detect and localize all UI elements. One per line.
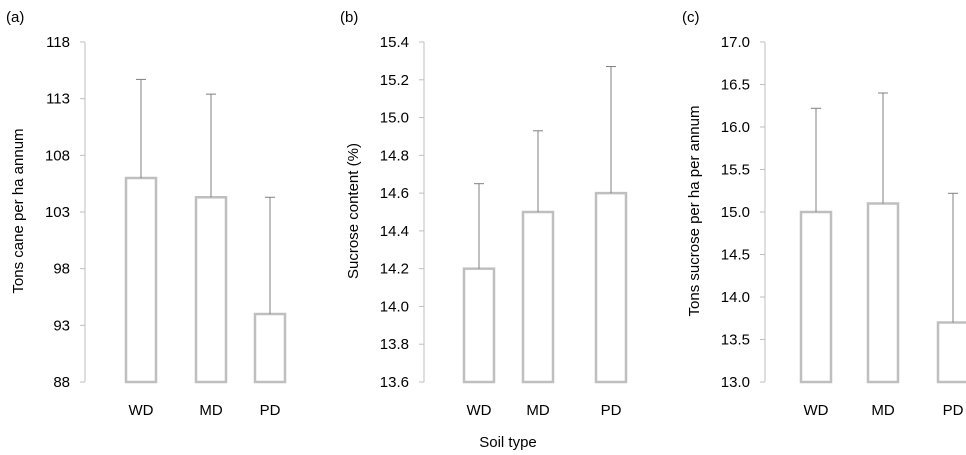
category-label: WD: [804, 402, 829, 419]
y-axis-c: 17.0 16.5 16.0 15.5 15.0 14.5 14.0 13.5 13.0: [721, 34, 766, 391]
y-tick-label: 118: [46, 34, 70, 51]
y-axis-label-c: Tons sucrose per ha per annum: [686, 106, 703, 317]
category-label: WD: [129, 402, 154, 419]
y-tick-label: 15.5: [721, 162, 750, 179]
y-axis-label-a: Tons cane per ha annum: [10, 128, 27, 293]
panel-label-c: (c): [682, 9, 700, 26]
bar: [866, 202, 900, 384]
category-label: WD: [467, 402, 492, 419]
y-tick-label: 13.8: [380, 336, 409, 353]
category-label: PD: [601, 402, 622, 419]
y-tick-label: 13.0: [721, 374, 750, 391]
y-tick-label: 108: [45, 147, 70, 164]
y-axis-a: 118 113 108 103 98 93 88: [45, 34, 86, 391]
bar: [194, 196, 228, 384]
y-tick-label: 88: [53, 374, 70, 391]
y-tick-label: 14.4: [380, 223, 409, 240]
bar: [462, 267, 496, 384]
categories-a: WD MD PD: [129, 402, 281, 419]
y-tick-label: 15.0: [721, 204, 750, 221]
category-label: PD: [260, 402, 281, 419]
bar: [521, 210, 555, 384]
y-tick-label: 16.0: [721, 119, 750, 136]
y-axis-b: 15.4 15.2 15.0 14.8 14.6 14.4 14.2 14.0 13.8 13.6: [380, 34, 425, 391]
y-tick-label: 15.2: [380, 72, 409, 89]
bars-a: [124, 78, 287, 384]
panel-a: (a) Tons cane per ha annum 118 113 108 103 9…: [6, 9, 287, 419]
bar: [936, 321, 966, 384]
category-label: MD: [871, 402, 894, 419]
y-tick-label: 14.8: [380, 147, 409, 164]
panel-label-a: (a): [6, 9, 24, 26]
y-tick-label: 15.0: [380, 110, 409, 127]
y-tick-label: 93: [53, 317, 70, 334]
y-tick-label: 17.0: [721, 34, 750, 51]
y-tick-label: 14.5: [721, 247, 750, 264]
bar: [594, 191, 628, 384]
categories-c: WD MD PD: [804, 402, 964, 419]
y-tick-label: 98: [53, 261, 70, 278]
y-tick-label: 103: [45, 204, 70, 221]
y-axis-label-b: Sucrose content (%): [345, 143, 362, 279]
bars-b: [462, 66, 628, 384]
y-tick-label: 15.4: [380, 34, 409, 51]
bars-c: [799, 92, 966, 384]
categories-b: WD MD PD: [467, 402, 622, 419]
category-label: PD: [943, 402, 964, 419]
y-tick-label: 13.6: [380, 374, 409, 391]
y-tick-label: 16.5: [721, 77, 750, 94]
bar: [253, 312, 287, 384]
y-tick-label: 14.6: [380, 185, 409, 202]
y-tick-label: 113: [46, 91, 70, 108]
panel-b: (b) Sucrose content (%) 15.4 15.2 15.0 14.8…: [340, 9, 628, 419]
bar: [799, 210, 833, 384]
bar: [124, 176, 158, 384]
category-label: MD: [199, 402, 222, 419]
category-label: MD: [526, 402, 549, 419]
y-tick-label: 14.0: [380, 298, 409, 315]
y-tick-label: 14.2: [380, 261, 409, 278]
y-tick-label: 14.0: [721, 289, 750, 306]
y-tick-label: 13.5: [721, 332, 750, 349]
x-axis-label: Soil type: [479, 434, 537, 451]
panel-c: (c) Tons sucrose per ha per annum 17.0 16…: [682, 9, 966, 419]
panel-label-b: (b): [340, 9, 358, 26]
